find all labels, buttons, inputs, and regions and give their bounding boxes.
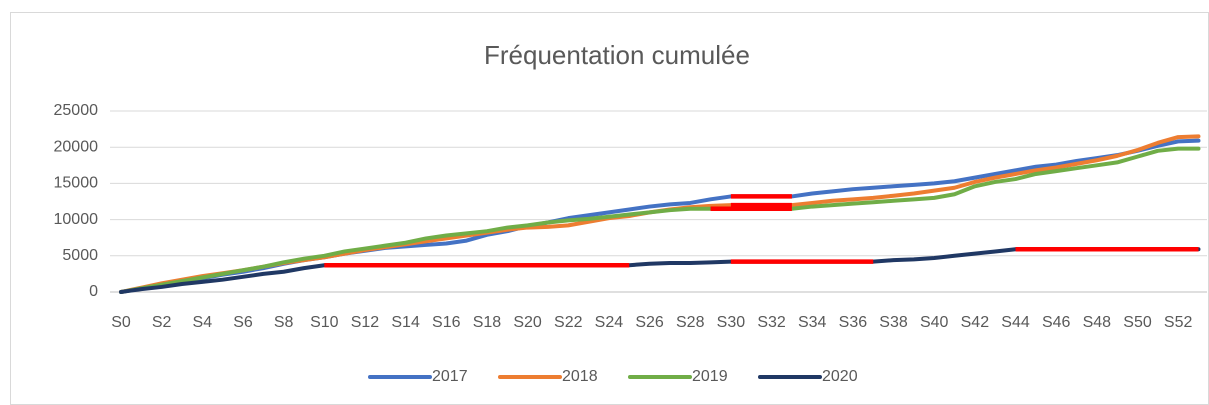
y-tick-label: 25000 xyxy=(54,102,99,119)
x-tick-label: S38 xyxy=(879,314,908,331)
chart-border xyxy=(10,12,1209,405)
x-tick-label: S14 xyxy=(391,314,420,331)
x-tick-label: S42 xyxy=(961,314,990,331)
legend-label: 2020 xyxy=(822,368,858,385)
x-tick-label: S26 xyxy=(635,314,664,331)
x-tick-label: S28 xyxy=(676,314,705,331)
y-tick-label: 10000 xyxy=(54,211,99,228)
x-tick-label: S2 xyxy=(152,314,172,331)
x-tick-label: S46 xyxy=(1042,314,1071,331)
x-tick-label: S34 xyxy=(798,314,827,331)
x-tick-label: S48 xyxy=(1083,314,1112,331)
y-tick-label: 15000 xyxy=(54,175,99,192)
x-tick-label: S52 xyxy=(1164,314,1193,331)
x-tick-label: S40 xyxy=(920,314,949,331)
series-line xyxy=(119,146,1201,294)
legend-label: 2017 xyxy=(432,368,468,385)
y-tick-label: 0 xyxy=(89,283,98,300)
x-tick-label: S32 xyxy=(757,314,786,331)
x-tick-label: S20 xyxy=(513,314,542,331)
x-tick-label: S44 xyxy=(1001,314,1030,331)
x-tick-label: S10 xyxy=(310,314,339,331)
y-tick-label: 5000 xyxy=(62,247,98,264)
x-tick-label: S16 xyxy=(432,314,461,331)
x-tick-label: S50 xyxy=(1123,314,1152,331)
chart-title: Fréquentation cumulée xyxy=(484,40,750,70)
x-tick-label: S36 xyxy=(839,314,868,331)
x-tick-label: S24 xyxy=(595,314,624,331)
x-tick-label: S30 xyxy=(717,314,746,331)
legend-label: 2018 xyxy=(562,368,598,385)
x-tick-label: S0 xyxy=(111,314,131,331)
x-tick-label: S8 xyxy=(274,314,294,331)
x-tick-label: S12 xyxy=(351,314,380,331)
x-tick-label: S22 xyxy=(554,314,583,331)
x-tick-label: S6 xyxy=(233,314,253,331)
y-tick-label: 20000 xyxy=(54,138,99,155)
x-tick-label: S4 xyxy=(193,314,213,331)
x-tick-label: S18 xyxy=(473,314,502,331)
legend-label: 2019 xyxy=(692,368,728,385)
